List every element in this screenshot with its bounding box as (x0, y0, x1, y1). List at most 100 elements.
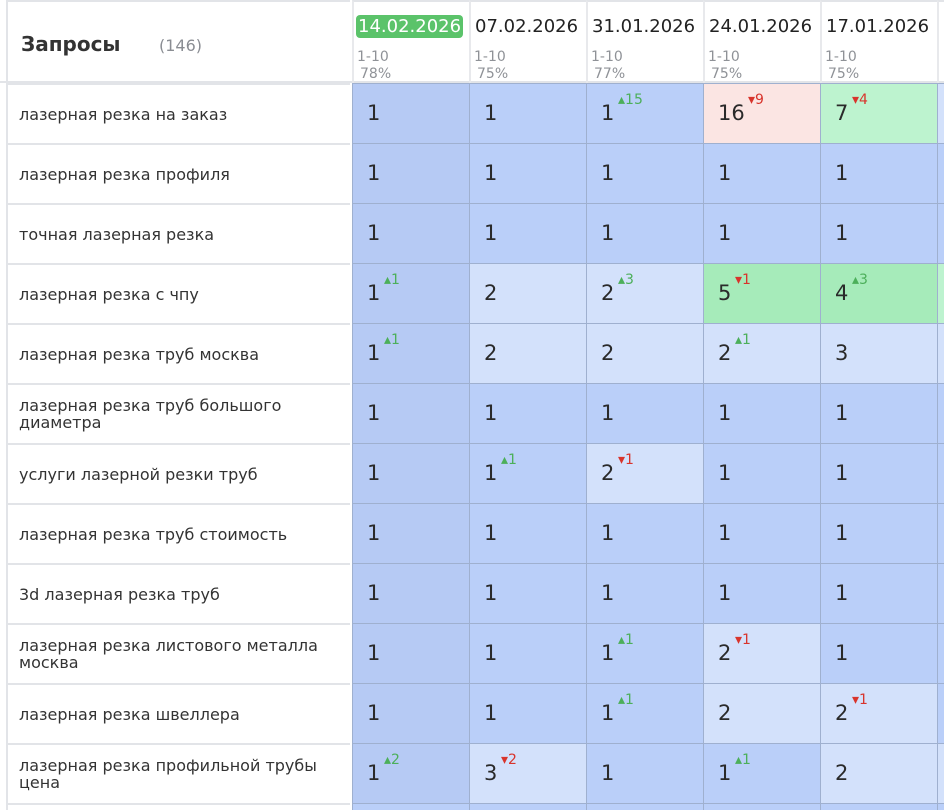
position-cell[interactable]: 1 (469, 623, 586, 683)
query-row[interactable]: услуги лазерной резки труб (8, 443, 350, 503)
position-cell[interactable]: 1 (820, 503, 937, 563)
position-cell[interactable]: 1 (586, 503, 703, 563)
position-cell[interactable]: 2 (469, 323, 586, 383)
position-cell[interactable]: 1 (703, 143, 820, 203)
position-cell[interactable]: 1 (703, 563, 820, 623)
column-percent: 77% (594, 66, 626, 82)
position-cell[interactable]: 1 (469, 383, 586, 443)
position-cell[interactable]: 1 (352, 563, 469, 623)
query-row[interactable]: лазерная резка на заказ (8, 83, 350, 143)
position-cell[interactable]: 1 ▴1 (586, 683, 703, 743)
position-cell[interactable]: 7 ▾4 (820, 83, 937, 143)
position-cell[interactable]: 1 (586, 203, 703, 263)
column-header[interactable]: 14.02.2026 1-10 78% (352, 0, 469, 83)
position-value: 1 (718, 521, 732, 545)
position-cell[interactable]: 1 (586, 143, 703, 203)
position-cell[interactable]: 1 (469, 83, 586, 143)
query-row[interactable]: лазерная резка труб стоимость (8, 503, 350, 563)
column-date[interactable]: 31.01.2026 (592, 16, 696, 37)
position-cell[interactable]: 3 ▾2 (469, 743, 586, 803)
position-value: 7 (835, 101, 849, 125)
position-cell[interactable]: 1 (469, 503, 586, 563)
position-cell[interactable]: 1 (703, 203, 820, 263)
position-cell[interactable]: 2 ▾1 (586, 443, 703, 503)
position-cell[interactable]: 5 ▾1 (703, 263, 820, 323)
position-cell[interactable]: 1 ▴15 (586, 83, 703, 143)
column-header[interactable]: 31.01.2026 1-10 77% (586, 0, 703, 83)
position-cell[interactable]: 2 (703, 683, 820, 743)
position-cell[interactable]: 2 ▾1 (820, 683, 937, 743)
position-cell[interactable]: 1 ▴1 (469, 443, 586, 503)
query-row[interactable]: лазерная резка труб москва (8, 323, 350, 383)
column-header[interactable]: 07.02.2026 1-10 75% (469, 0, 586, 83)
query-row[interactable]: точная лазерная резка (8, 203, 350, 263)
position-cell[interactable]: 1 (586, 563, 703, 623)
position-value: 1 (367, 341, 381, 365)
column-date[interactable]: 24.01.2026 (709, 16, 813, 37)
position-cell[interactable]: 1 (586, 383, 703, 443)
position-cell[interactable]: 1 ▴1 (352, 323, 469, 383)
position-cell[interactable]: 1 (703, 383, 820, 443)
position-cell[interactable]: 2 (820, 743, 937, 803)
query-text: лазерная резка на заказ (19, 104, 228, 124)
position-cell[interactable]: 1 (352, 383, 469, 443)
query-row[interactable]: лазерная резка швеллера (8, 683, 350, 743)
query-row[interactable]: лазерная резка профильной трубы цена (8, 743, 350, 803)
column-range: 1-10 (708, 49, 740, 65)
triangle-up-icon: ▴ (852, 272, 860, 288)
position-cell[interactable]: 2 ▾1 (703, 623, 820, 683)
position-value: 1 (367, 401, 381, 425)
position-cell[interactable]: 1 (820, 623, 937, 683)
position-cell[interactable]: 2 (469, 263, 586, 323)
position-cell[interactable]: 1 ▴1 (352, 263, 469, 323)
query-row[interactable]: лазерная резка профиля (8, 143, 350, 203)
position-value: 1 (835, 161, 849, 185)
position-cell[interactable]: 16 ▾9 (703, 83, 820, 143)
position-cell[interactable]: 1 (352, 623, 469, 683)
column-date[interactable]: 07.02.2026 (475, 16, 579, 37)
query-row[interactable]: лазерная резка листового металла москва (8, 623, 350, 683)
position-up-delta: ▴1 (384, 272, 400, 288)
position-cell[interactable]: 1 (469, 563, 586, 623)
position-cell[interactable]: 2 (586, 323, 703, 383)
position-cell[interactable]: 1 (352, 443, 469, 503)
column-header[interactable]: 24.01.2026 1-10 75% (703, 0, 820, 83)
query-row[interactable]: лазерная резка труб большого диаметра (8, 383, 350, 443)
query-text: лазерная резка с чпу (19, 284, 199, 304)
position-cell[interactable]: 2 ▴3 (586, 263, 703, 323)
query-row[interactable]: лазерная резка с чпу (8, 263, 350, 323)
position-cell[interactable]: 1 ▴1 (586, 623, 703, 683)
position-cell[interactable]: 1 ▴2 (352, 743, 469, 803)
position-value: 1 (835, 461, 849, 485)
position-cell[interactable]: 1 (820, 143, 937, 203)
position-cell[interactable]: 1 (469, 143, 586, 203)
position-value: 1 (718, 461, 732, 485)
position-cell[interactable]: 1 (469, 683, 586, 743)
position-cell[interactable]: 1 (703, 503, 820, 563)
column-date[interactable]: 17.01.2026 (826, 16, 930, 37)
position-cell[interactable]: 1 (820, 383, 937, 443)
position-cell[interactable]: 1 (820, 563, 937, 623)
position-cell[interactable]: 1 (703, 443, 820, 503)
column-header[interactable]: 17.01.2026 1-10 75% (820, 0, 937, 83)
position-cell[interactable]: 2 ▴1 (703, 323, 820, 383)
column-percent: 75% (477, 66, 509, 82)
query-row[interactable]: 3d лазерная резка труб (8, 563, 350, 623)
position-cell[interactable]: 1 (820, 443, 937, 503)
position-cell[interactable]: 1 (352, 83, 469, 143)
position-cell[interactable]: 1 (352, 143, 469, 203)
column-date[interactable]: 14.02.2026 (356, 15, 464, 38)
position-cell[interactable]: 3 (820, 323, 937, 383)
position-value: 2 (718, 641, 732, 665)
position-cell[interactable]: 1 (469, 203, 586, 263)
position-cell[interactable]: 1 (820, 203, 937, 263)
header-divider (0, 81, 944, 83)
position-cell[interactable]: 4 ▴3 (820, 263, 937, 323)
position-cell[interactable]: 1 ▴1 (703, 743, 820, 803)
position-cell[interactable]: 1 (352, 503, 469, 563)
position-down-delta: ▾1 (618, 452, 634, 468)
position-cell[interactable]: 1 (352, 683, 469, 743)
position-value: 16 (718, 101, 745, 125)
position-cell[interactable]: 1 (586, 743, 703, 803)
position-cell[interactable]: 1 (352, 203, 469, 263)
